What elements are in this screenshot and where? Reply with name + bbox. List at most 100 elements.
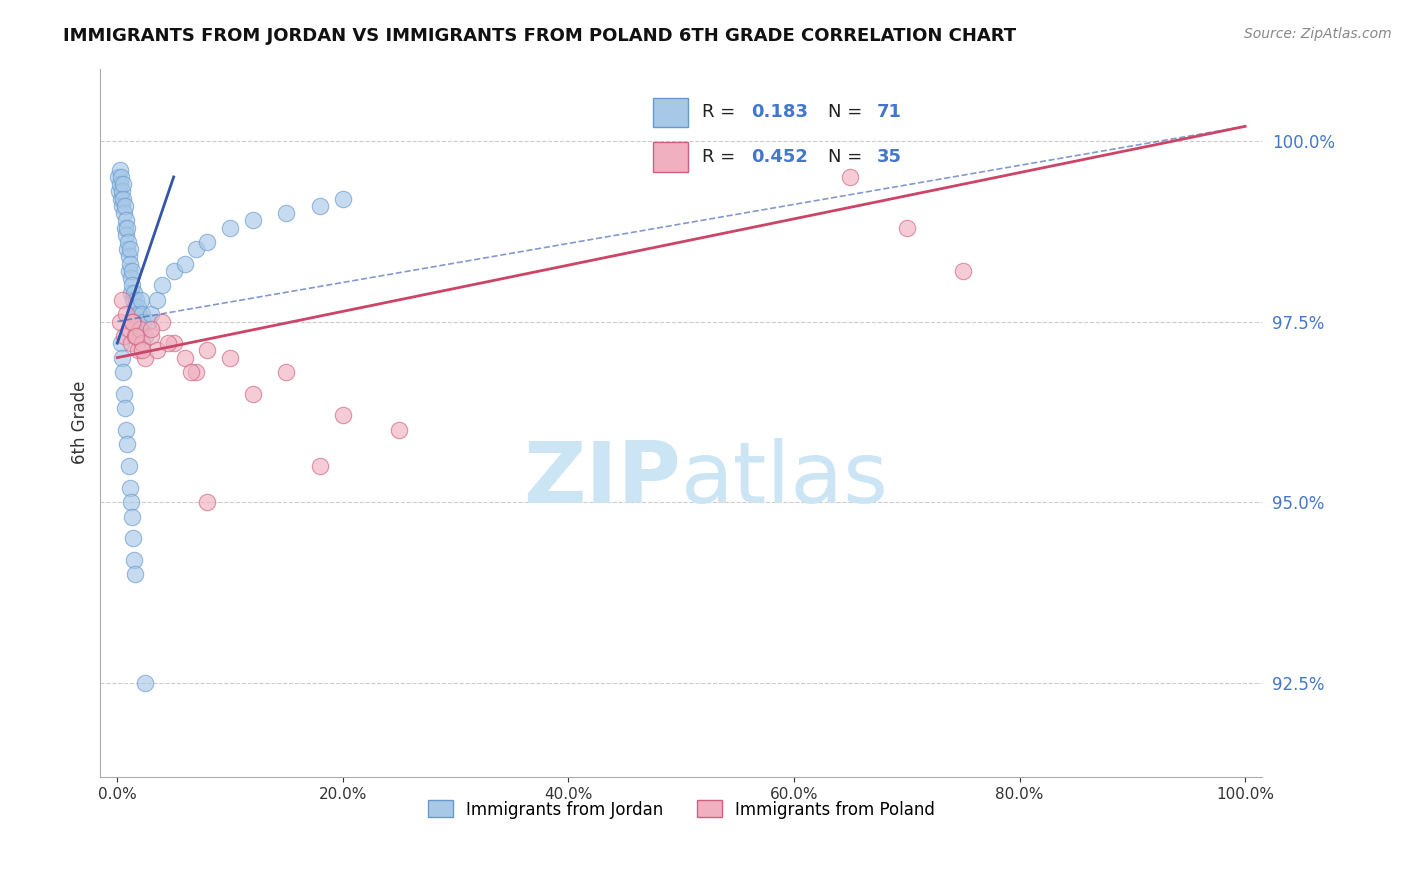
Point	[124, 567, 146, 582]
Point	[332, 192, 354, 206]
Point	[197, 235, 219, 249]
Text: ZIP: ZIP	[523, 438, 681, 521]
Point	[219, 220, 242, 235]
Point	[150, 278, 173, 293]
Point	[115, 423, 138, 437]
Point	[115, 242, 138, 256]
Point	[118, 264, 141, 278]
Point	[124, 300, 146, 314]
Text: IMMIGRANTS FROM JORDAN VS IMMIGRANTS FROM POLAND 6TH GRADE CORRELATION CHART: IMMIGRANTS FROM JORDAN VS IMMIGRANTS FRO…	[63, 27, 1017, 45]
Point	[117, 220, 139, 235]
Point	[127, 343, 149, 358]
Point	[128, 322, 150, 336]
Point	[145, 293, 167, 307]
Point	[127, 300, 149, 314]
Point	[128, 307, 150, 321]
Point	[112, 192, 135, 206]
Point	[139, 329, 162, 343]
Point	[122, 307, 145, 321]
Point	[128, 322, 150, 336]
Point	[121, 278, 143, 293]
Point	[131, 307, 153, 321]
Point	[110, 192, 132, 206]
Point	[122, 553, 145, 567]
Point	[157, 336, 180, 351]
Point	[108, 314, 131, 328]
Point	[129, 293, 152, 307]
Point	[242, 386, 264, 401]
Point	[145, 343, 167, 358]
Point	[219, 351, 242, 365]
Point	[131, 336, 153, 351]
Point	[120, 285, 142, 300]
Legend: Immigrants from Jordan, Immigrants from Poland: Immigrants from Jordan, Immigrants from …	[420, 794, 942, 825]
Point	[174, 257, 197, 271]
Point	[107, 169, 129, 184]
Point	[122, 314, 145, 328]
Point	[163, 264, 186, 278]
Point	[112, 206, 135, 220]
Point	[139, 307, 162, 321]
Point	[108, 162, 131, 177]
Point	[276, 365, 298, 379]
Point	[112, 329, 135, 343]
Point	[127, 314, 149, 328]
Point	[896, 220, 918, 235]
Point	[117, 322, 139, 336]
Point	[276, 206, 298, 220]
Point	[117, 458, 139, 473]
Point	[180, 365, 202, 379]
Point	[309, 458, 332, 473]
Point	[134, 676, 156, 690]
Point	[121, 509, 143, 524]
Point	[114, 401, 136, 416]
Point	[120, 336, 142, 351]
Point	[132, 314, 155, 328]
Point	[114, 213, 136, 227]
Point	[111, 177, 134, 191]
Point	[110, 169, 132, 184]
Point	[120, 495, 142, 509]
Point	[186, 242, 208, 256]
Point	[136, 314, 159, 328]
Point	[118, 481, 141, 495]
Point	[112, 386, 135, 401]
Point	[163, 336, 186, 351]
Point	[121, 314, 143, 328]
Point	[110, 336, 132, 351]
Point	[122, 285, 145, 300]
Point	[115, 227, 138, 242]
Point	[111, 351, 134, 365]
Point	[111, 199, 134, 213]
Point	[952, 264, 974, 278]
Point	[124, 329, 146, 343]
Point	[111, 293, 134, 307]
Point	[197, 343, 219, 358]
Point	[122, 293, 145, 307]
Point	[197, 495, 219, 509]
Point	[134, 329, 156, 343]
Point	[108, 185, 131, 199]
Point	[309, 199, 332, 213]
Point	[120, 271, 142, 285]
Point	[128, 329, 150, 343]
Point	[114, 220, 136, 235]
Point	[117, 235, 139, 249]
Point	[150, 314, 173, 328]
Y-axis label: 6th Grade: 6th Grade	[72, 381, 89, 465]
Point	[332, 409, 354, 423]
Point	[125, 307, 148, 321]
Point	[117, 249, 139, 263]
Point	[111, 365, 134, 379]
Point	[124, 314, 146, 328]
Point	[131, 343, 153, 358]
Point	[120, 257, 142, 271]
Point	[186, 365, 208, 379]
Point	[121, 264, 143, 278]
Point	[108, 177, 131, 191]
Point	[388, 423, 411, 437]
Point	[125, 293, 148, 307]
Point	[117, 437, 139, 451]
Point	[118, 242, 141, 256]
Point	[134, 351, 156, 365]
